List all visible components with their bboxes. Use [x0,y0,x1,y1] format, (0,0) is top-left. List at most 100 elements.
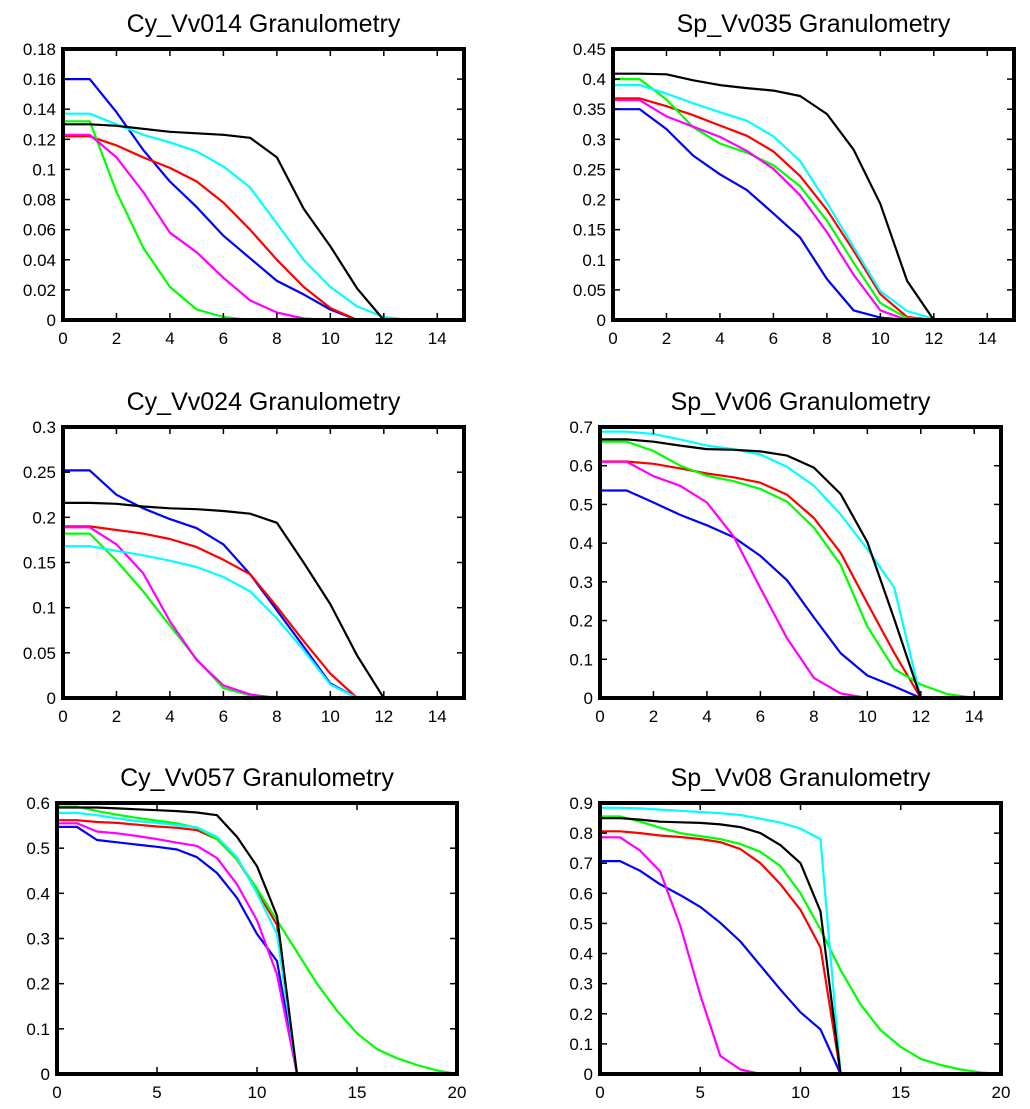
series-line-cyan [57,811,299,1075]
chart-panel-4: Sp_Vv06 Granulometry 0 2 4 6 8 10 12 14 0 0.1 0.2 0.… [569,388,1003,726]
x-tick-label: 20 [448,1083,467,1102]
y-tick-label: 0.1 [569,650,593,669]
y-tick-label: 0.4 [26,884,50,903]
x-tick-label: 10 [858,707,877,726]
y-tick-label: 0.5 [569,495,593,514]
x-tick-label: 8 [272,707,281,726]
x-tick-label: 8 [809,707,818,726]
x-tick-label: 0 [52,1083,61,1102]
y-tick-label: 0.18 [23,40,56,59]
y-tick-label: 0.5 [26,839,50,858]
series-line-black [63,123,385,321]
series-line-cyan [600,806,842,1075]
y-tick-label: 0.15 [573,221,606,240]
series-line-black [600,816,842,1075]
x-tick-label: 10 [248,1083,267,1102]
y-tick-label: 0.2 [569,612,593,631]
series-line-green [63,532,278,700]
series-line-black [63,501,385,699]
x-tick-label: 14 [965,707,984,726]
x-tick-label: 10 [321,329,340,348]
series-line-black [600,438,922,699]
x-tick-label: 14 [428,707,447,726]
y-tick-label: 0.12 [23,130,56,149]
x-tick-label: 0 [595,1083,604,1102]
x-tick-label: 5 [696,1083,705,1102]
series-line-red [63,525,358,699]
y-tick-label: 0.3 [32,418,56,437]
x-tick-label: 6 [219,329,228,348]
y-tick-label: 0 [584,1065,593,1084]
y-tick-label: 0.35 [573,100,606,119]
x-tick-label: 4 [715,329,724,348]
y-tick-label: 0.45 [573,40,606,59]
x-tick-label: 8 [272,329,281,348]
series-line-cyan [600,430,922,699]
plot-frame [598,425,1003,700]
y-tick-label: 0.02 [23,281,56,300]
series-line-blue [600,859,842,1075]
chart-title: Sp_Vv06 Granulometry [671,388,931,416]
chart-panel-6: Sp_Vv08 Granulometry 0 5 10 15 20 0 0.1 0.2 0.3 0.… [569,764,1010,1102]
y-tick-label: 0 [41,1065,50,1084]
x-tick-label: 4 [702,707,711,726]
plot-frame [55,801,459,1076]
x-tick-label: 10 [321,707,340,726]
series-line-red [613,97,934,322]
y-tick-label: 0.1 [569,1035,593,1054]
chart-panel-5: Cy_Vv057 Granulometry 0 5 10 15 20 0 0.1 0.2 0.3 0… [26,764,466,1102]
x-tick-label: 15 [891,1083,910,1102]
y-tick-label: 0.5 [569,914,593,933]
x-tick-label: 14 [978,329,997,348]
chart-panel-2: Sp_Vv035 Granulometry 0 2 4 6 8 10 12 14 0 0.05 0.1… [573,10,1016,348]
y-tick-label: 0.05 [573,281,606,300]
y-tick-label: 0.2 [582,191,606,210]
y-tick-label: 0.14 [23,100,56,119]
series-line-blue [613,108,908,322]
x-tick-label: 2 [112,707,121,726]
series-line-blue [63,469,358,699]
y-tick-label: 0.3 [569,975,593,994]
y-tick-label: 0.2 [32,508,56,527]
x-tick-label: 0 [58,329,67,348]
x-tick-label: 6 [756,707,765,726]
x-tick-label: 2 [662,329,671,348]
series-line-magenta [57,822,299,1075]
plot-frame [61,425,466,700]
chart-panel-3: Cy_Vv024 Granulometry 0 2 4 6 8 10 12 14 0 0.05 0.1… [23,388,466,726]
series-line-magenta [63,133,331,322]
series-line-cyan [63,545,358,699]
x-tick-label: 4 [165,329,174,348]
y-tick-label: 0.1 [26,1020,50,1039]
series-line-blue [57,825,299,1075]
series-line-blue [600,489,922,700]
y-tick-label: 0.3 [582,130,606,149]
chart-title: Cy_Vv014 Granulometry [127,10,401,38]
y-tick-label: 0.08 [23,191,56,210]
y-tick-label: 0.15 [23,554,56,573]
y-tick-label: 0.16 [23,70,56,89]
series-line-red [600,830,842,1075]
plot-frame [611,47,1016,322]
chart-title: Cy_Vv024 Granulometry [127,388,401,416]
x-tick-label: 12 [374,329,393,348]
x-tick-label: 2 [112,329,121,348]
x-tick-label: 12 [911,707,930,726]
y-tick-label: 0.05 [23,644,56,663]
y-tick-label: 0.2 [569,1005,593,1024]
series-line-red [600,460,922,699]
y-tick-label: 0.3 [26,930,50,949]
series-line-green [63,120,251,322]
series-line-black [57,806,299,1075]
y-tick-label: 0.04 [23,251,56,270]
x-tick-label: 0 [608,329,617,348]
y-tick-label: 0.2 [26,975,50,994]
series-line-magenta [63,526,278,700]
series-line-green [600,440,975,700]
y-tick-label: 0.7 [569,854,593,873]
x-tick-label: 6 [769,329,778,348]
y-tick-label: 0.9 [569,794,593,813]
series-line-red [57,819,299,1075]
x-tick-label: 5 [152,1083,161,1102]
y-tick-label: 0.06 [23,221,56,240]
